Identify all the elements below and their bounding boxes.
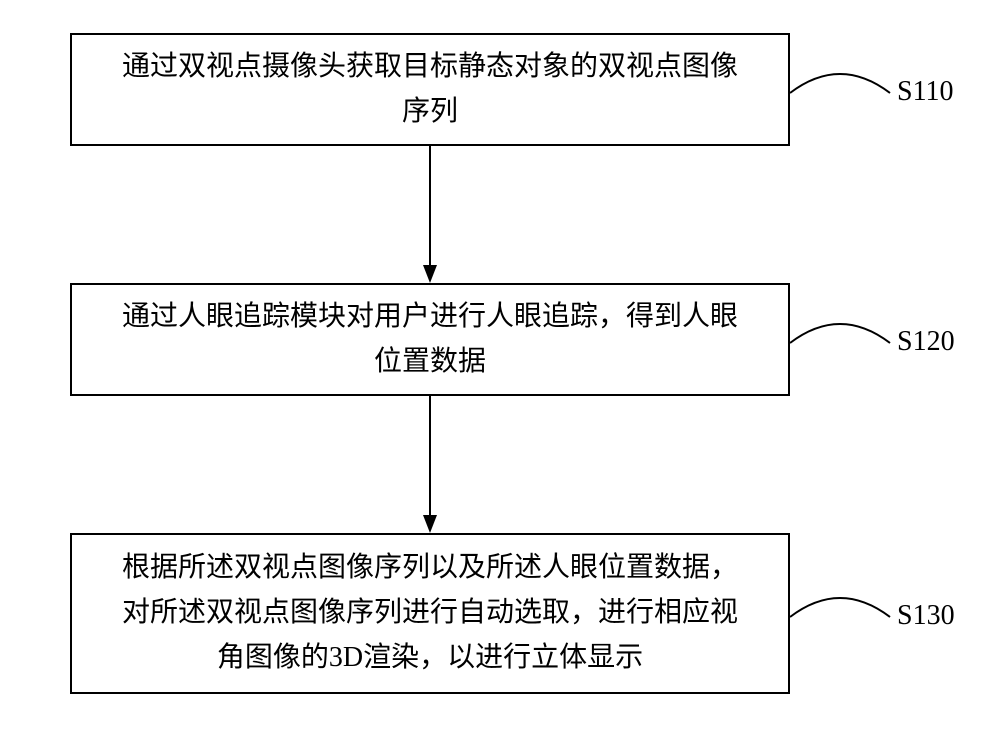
step-label-s130: S130 <box>897 600 955 632</box>
label-connector-s130 <box>0 0 1000 729</box>
flowchart-canvas: 通过双视点摄像头获取目标静态对象的双视点图像 序列 S110 通过人眼追踪模块对… <box>0 0 1000 729</box>
